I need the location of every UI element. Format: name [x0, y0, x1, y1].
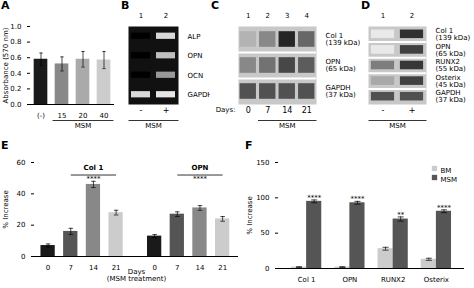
svg-text:0.4: 0.4	[10, 70, 22, 78]
svg-text:0.6: 0.6	[10, 54, 22, 62]
svg-text:2: 2	[164, 12, 168, 20]
svg-text:MSM: MSM	[75, 122, 92, 130]
svg-text:OPN(65 kDa): OPN(65 kDa)	[436, 43, 467, 58]
html-text:F: F	[245, 139, 253, 152]
svg-text:0: 0	[21, 253, 25, 261]
svg-text:2: 2	[410, 12, 414, 20]
svg-text:****: ****	[307, 194, 322, 202]
svg-text:1.0: 1.0	[10, 23, 21, 31]
svg-text:100: 100	[256, 194, 269, 202]
svg-text:50: 50	[261, 229, 270, 237]
svg-text:Col 1: Col 1	[298, 276, 316, 284]
svg-text:14: 14	[196, 264, 205, 272]
svg-text:GAPDH: GAPDH	[188, 91, 213, 99]
svg-text:RUNX2(55 kDa): RUNX2(55 kDa)	[436, 58, 467, 73]
svg-text:21: 21	[218, 264, 227, 272]
svg-text:Absorbance (570 nm): Absorbance (570 nm)	[2, 27, 10, 103]
svg-text:OPN: OPN	[191, 164, 208, 172]
svg-text:OCN: OCN	[188, 71, 204, 79]
svg-text:% Increase: % Increase	[246, 196, 254, 235]
svg-text:****: ****	[86, 175, 101, 183]
svg-text:****: ****	[193, 175, 208, 183]
svg-text:ALP: ALP	[188, 32, 201, 40]
svg-text:****: ****	[350, 195, 365, 203]
svg-text:3: 3	[285, 12, 289, 20]
svg-text:Col 1: Col 1	[84, 164, 104, 172]
svg-text:20: 20	[79, 112, 88, 120]
svg-text:****: ****	[437, 204, 452, 212]
svg-text:Days:: Days:	[216, 106, 236, 114]
svg-text:40: 40	[17, 190, 26, 198]
svg-text:0: 0	[46, 264, 50, 272]
svg-text:OPN: OPN	[342, 276, 357, 284]
svg-text:0: 0	[265, 265, 269, 273]
svg-text:OPN: OPN	[188, 52, 203, 60]
svg-text:150: 150	[256, 159, 269, 167]
svg-text:Osterix(45 kDa): Osterix(45 kDa)	[436, 74, 467, 89]
svg-text:1: 1	[139, 12, 143, 20]
svg-text:GAPDH(37 kDa): GAPDH(37 kDa)	[436, 89, 467, 104]
svg-text:15: 15	[58, 112, 67, 120]
html-text:D: D	[361, 0, 371, 12]
svg-text:21: 21	[112, 264, 121, 272]
svg-text:Col 1(139 kDa): Col 1(139 kDa)	[436, 27, 471, 42]
svg-text:GAPDH(37 kDa): GAPDH(37 kDa)	[326, 84, 357, 99]
svg-text:0.8: 0.8	[10, 38, 21, 46]
svg-text:-: -	[140, 106, 143, 115]
svg-text:% Increase: % Increase	[2, 190, 10, 229]
svg-text:7: 7	[175, 264, 179, 272]
svg-text:**: **	[397, 211, 405, 219]
svg-text:RUNX2: RUNX2	[381, 276, 405, 284]
svg-text:1: 1	[381, 12, 385, 20]
svg-text:7: 7	[265, 106, 270, 115]
svg-text:1: 1	[246, 12, 250, 20]
svg-text:2: 2	[266, 12, 270, 20]
html-text:C: C	[211, 0, 220, 12]
html-text:A: A	[1, 0, 10, 12]
svg-text:Days(MSM treatment): Days(MSM treatment)	[107, 268, 167, 283]
svg-text:+: +	[163, 106, 170, 115]
svg-text:0.0: 0.0	[10, 101, 21, 109]
html-text:B: B	[121, 0, 130, 12]
svg-text:20: 20	[17, 221, 26, 229]
svg-text:OPN(65 kDa): OPN(65 kDa)	[326, 58, 357, 73]
svg-text:-: -	[382, 106, 385, 115]
svg-text:Osterix: Osterix	[424, 276, 449, 284]
svg-text:7: 7	[69, 264, 73, 272]
svg-text:0.2: 0.2	[10, 85, 21, 93]
svg-text:+: +	[409, 106, 416, 115]
svg-text:MSM: MSM	[441, 176, 458, 184]
svg-text:MSM: MSM	[279, 122, 296, 130]
svg-text:0: 0	[246, 106, 251, 115]
svg-text:(-): (-)	[37, 112, 45, 120]
svg-text:21: 21	[302, 106, 312, 115]
svg-text:BM: BM	[441, 167, 452, 175]
svg-text:4: 4	[305, 12, 310, 20]
svg-text:Col 1(139 kDa): Col 1(139 kDa)	[326, 32, 361, 47]
svg-text:60: 60	[17, 159, 26, 167]
svg-text:14: 14	[89, 264, 98, 272]
svg-text:40: 40	[100, 112, 109, 120]
svg-text:MSM: MSM	[389, 122, 406, 130]
html-text:E: E	[1, 139, 9, 152]
svg-text:14: 14	[282, 106, 292, 115]
svg-text:MSM: MSM	[145, 122, 162, 130]
svg-text:0: 0	[152, 264, 156, 272]
